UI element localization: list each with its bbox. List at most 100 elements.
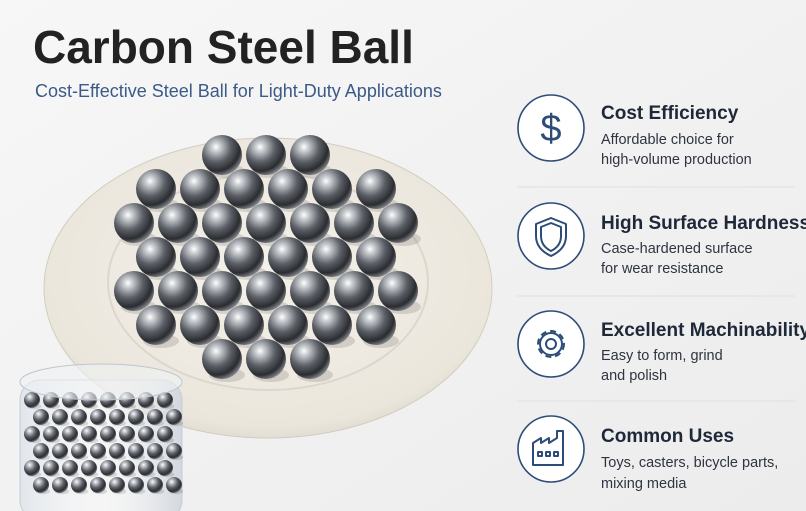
- feature-title: Excellent Machinability: [601, 320, 806, 341]
- steel-ball: [81, 426, 97, 442]
- steel-ball: [224, 237, 264, 277]
- dollar-glyph: $: [540, 108, 561, 150]
- steel-ball: [180, 237, 220, 277]
- steel-ball: [180, 169, 220, 209]
- factory: [532, 430, 564, 466]
- feature-title: Cost Efficiency: [601, 103, 739, 124]
- steel-ball: [378, 203, 418, 243]
- steel-ball: [157, 392, 173, 408]
- steel-ball: [128, 443, 144, 459]
- shield: [535, 217, 567, 257]
- steel-ball: [52, 477, 68, 493]
- icon-gear: [517, 310, 585, 378]
- steel-ball: [109, 477, 125, 493]
- steel-ball: [43, 460, 59, 476]
- gear: [539, 332, 563, 356]
- feature-text: Toys, casters, bicycle parts,: [601, 455, 778, 471]
- steel-ball: [71, 409, 87, 425]
- steel-ball: [24, 460, 40, 476]
- feature-title: Common Uses: [601, 426, 734, 447]
- steel-ball: [180, 305, 220, 345]
- steel-ball: [290, 271, 330, 311]
- feature-text: Easy to form, grind: [601, 348, 723, 364]
- feature-text: mixing media: [601, 476, 687, 492]
- steel-ball: [290, 203, 330, 243]
- steel-ball: [90, 477, 106, 493]
- steel-ball: [312, 169, 352, 209]
- steel-ball: [334, 203, 374, 243]
- steel-ball: [138, 460, 154, 476]
- steel-ball: [246, 203, 286, 243]
- icon-shield: [517, 202, 585, 270]
- factory-windows: [537, 451, 559, 457]
- steel-ball: [246, 135, 286, 175]
- steel-ball: [202, 271, 242, 311]
- icon-factory: [517, 415, 585, 483]
- icon-circle: [517, 202, 585, 270]
- steel-ball: [166, 409, 182, 425]
- steel-ball: [24, 392, 40, 408]
- steel-ball: [202, 339, 242, 379]
- steel-ball: [157, 460, 173, 476]
- steel-ball: [62, 460, 78, 476]
- steel-ball: [147, 477, 163, 493]
- jar: [19, 363, 184, 511]
- balls: [114, 135, 421, 382]
- steel-ball: [33, 443, 49, 459]
- steel-ball: [290, 339, 330, 379]
- steel-ball: [90, 443, 106, 459]
- steel-ball: [166, 477, 182, 493]
- steel-ball: [100, 460, 116, 476]
- steel-ball: [109, 443, 125, 459]
- steel-ball: [136, 305, 176, 345]
- steel-ball: [71, 443, 87, 459]
- steel-ball: [33, 477, 49, 493]
- icon-circle: [517, 415, 585, 483]
- steel-ball: [268, 169, 308, 209]
- steel-ball: [119, 460, 135, 476]
- feature-text: Case-hardened surface: [601, 241, 753, 257]
- steel-ball: [224, 305, 264, 345]
- steel-ball: [81, 460, 97, 476]
- title: Carbon Steel Ball: [33, 21, 414, 73]
- icon-circle: [517, 310, 585, 378]
- steel-ball: [312, 237, 352, 277]
- steel-ball: [268, 305, 308, 345]
- steel-ball: [62, 426, 78, 442]
- icon-circle: [517, 94, 585, 162]
- steel-ball: [356, 237, 396, 277]
- icon-dollar: $: [517, 94, 585, 162]
- steel-ball: [246, 271, 286, 311]
- steel-ball: [114, 271, 154, 311]
- steel-ball: [312, 305, 352, 345]
- steel-ball: [356, 305, 396, 345]
- steel-ball: [52, 409, 68, 425]
- steel-ball: [119, 426, 135, 442]
- steel-ball: [290, 135, 330, 175]
- steel-ball: [147, 409, 163, 425]
- steel-ball: [268, 237, 308, 277]
- steel-ball: [90, 409, 106, 425]
- feature-text: and polish: [601, 368, 667, 384]
- steel-ball: [138, 426, 154, 442]
- steel-ball: [356, 169, 396, 209]
- feature-text: for wear resistance: [601, 261, 724, 277]
- steel-ball: [136, 237, 176, 277]
- steel-ball: [52, 443, 68, 459]
- steel-ball: [158, 271, 198, 311]
- steel-ball: [109, 409, 125, 425]
- subtitle: Cost-Effective Steel Ball for Light-Duty…: [35, 81, 442, 101]
- steel-ball: [157, 426, 173, 442]
- steel-ball: [33, 409, 49, 425]
- steel-ball: [334, 271, 374, 311]
- steel-ball: [24, 426, 40, 442]
- steel-ball: [71, 477, 87, 493]
- steel-ball: [114, 203, 154, 243]
- steel-ball: [128, 409, 144, 425]
- jar-rim: [19, 363, 183, 401]
- steel-ball: [136, 169, 176, 209]
- gear-teeth: [537, 330, 565, 358]
- steel-ball: [378, 271, 418, 311]
- steel-ball: [158, 203, 198, 243]
